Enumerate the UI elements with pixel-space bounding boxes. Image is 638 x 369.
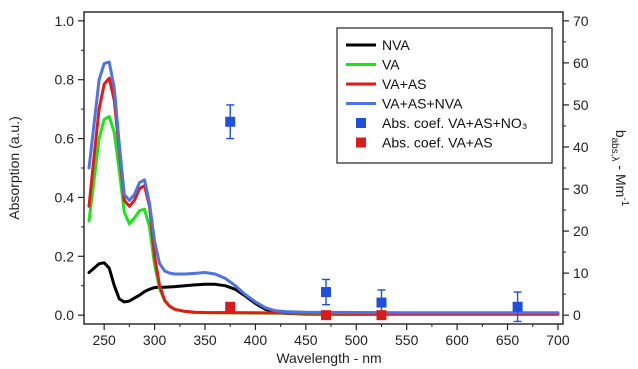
legend-label: Abs. coef. VA+AS+NO₃ (382, 115, 528, 131)
x-tick-label: 650 (496, 332, 520, 348)
legend-label: VA (382, 57, 400, 73)
y2-axis-title-sub: abs,λ (609, 138, 620, 162)
y2-tick-label: 0 (573, 307, 581, 323)
y2-axis-title-rest: - Mm (613, 162, 629, 198)
series-layer (87, 60, 560, 316)
x-tick-label: 250 (92, 332, 116, 348)
y2-axis-title: babs,λ - Mm-1 (609, 130, 630, 207)
scatter-layer (225, 104, 523, 323)
x-tick-label: 400 (244, 332, 268, 348)
plot-frame (83, 11, 564, 325)
abs-coef-no3-point (225, 116, 236, 127)
x-axis-title: Wavelength - nm (276, 350, 381, 366)
x-tick-label: 300 (143, 332, 167, 348)
abs-coef-no3-point (376, 297, 387, 308)
legend-swatch-marker (356, 137, 366, 148)
y2-tick-label: 20 (573, 223, 589, 239)
legend-label: NVA (382, 37, 410, 53)
x-tick-label: 600 (445, 332, 469, 348)
x-tick-label: 350 (193, 332, 217, 348)
legend: NVA VA VA+AS VA+AS+NVA Abs. coef. VA+AS+NO₃ A… (336, 27, 553, 164)
series-line-va-as-nva (87, 60, 560, 315)
y2-axis-title-main: b (613, 130, 629, 138)
legend-label: VA+AS+NVA (382, 96, 463, 112)
y2-axis-title-sup: -1 (619, 197, 630, 206)
y2-tick-label: 40 (573, 139, 589, 155)
y2-tick-label: 10 (573, 265, 589, 281)
y-tick-label: 0.0 (55, 307, 75, 323)
y-tick-label: 0.6 (55, 131, 75, 147)
abs-coef-va-as-point (376, 310, 387, 321)
y2-tick-label: 30 (573, 181, 589, 197)
legend-box (336, 27, 553, 164)
abs-coef-no3-point (321, 287, 332, 298)
y2-tick-label: 60 (573, 55, 589, 71)
y2-tick-label: 70 (573, 13, 589, 29)
x-tick-label: 450 (294, 332, 318, 348)
axis-ticks: 250 300 350 400 450 500 550 600 650 7000.00.20.40… (55, 13, 589, 348)
abs-coef-va-as-point (225, 301, 236, 312)
abs-coef-va-as-point (321, 310, 332, 321)
y-tick-label: 1.0 (55, 13, 75, 29)
x-tick-label: 700 (546, 332, 570, 348)
y-tick-label: 0.4 (55, 189, 75, 205)
y-axis-title: Absorption (a.u.) (6, 116, 22, 220)
y-tick-label: 0.2 (55, 248, 75, 264)
legend-label: Abs. coef. VA+AS (382, 135, 493, 151)
y2-tick-label: 50 (573, 97, 589, 113)
abs-coef-no3-point (512, 301, 523, 312)
legend-swatch-marker (356, 118, 366, 128)
y-tick-label: 0.8 (55, 72, 75, 88)
x-tick-label: 500 (345, 332, 369, 348)
legend-label: VA+AS (382, 76, 427, 92)
x-tick-label: 550 (395, 332, 419, 348)
